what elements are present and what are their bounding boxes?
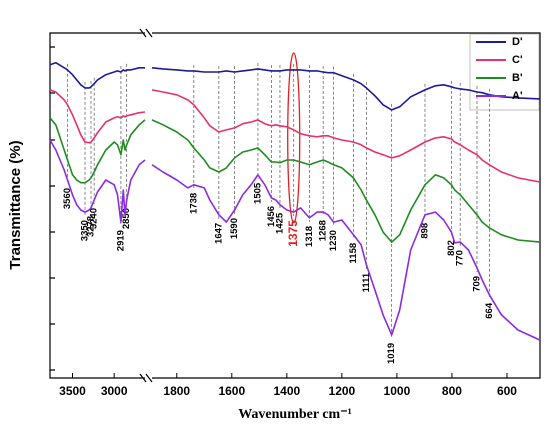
peak-label: 3240	[89, 208, 100, 229]
legend-label: C'	[512, 54, 523, 66]
legend-label: D'	[512, 36, 523, 48]
peak-label: 1738	[188, 193, 199, 214]
peak-label: 1647	[213, 223, 224, 244]
peak-label: 709	[472, 276, 483, 292]
peak-highlight	[287, 52, 301, 224]
spectrum-line	[49, 89, 541, 183]
peak-label: 1375	[286, 220, 300, 247]
peak-label: 802	[446, 240, 457, 256]
peak-label: 1590	[229, 218, 240, 239]
peak-label: 3278	[86, 216, 97, 237]
peak-label: 2919	[115, 230, 126, 251]
legend-label: B'	[512, 72, 523, 84]
x-tick-label: 800	[442, 384, 462, 398]
peak-label: 898	[419, 223, 430, 239]
x-tick-label: 1600	[218, 384, 245, 398]
peak-label: 1505	[252, 182, 263, 204]
legend-label: A'	[512, 90, 523, 102]
spectrum-line	[49, 61, 541, 111]
peak-label: 3350	[80, 220, 91, 241]
peak-label: 1111	[361, 272, 372, 292]
x-tick-label: 1800	[163, 384, 190, 398]
x-tick-label: 3000	[101, 384, 128, 398]
peak-label: 770	[455, 250, 466, 266]
x-tick-label: 1200	[329, 384, 356, 398]
peak-label: 3560	[62, 188, 73, 209]
peak-label: 664	[484, 302, 495, 319]
peak-label: 1268	[318, 220, 329, 241]
x-tick-label: 600	[497, 384, 517, 398]
spectrum-line	[49, 117, 541, 243]
spectrum-line	[49, 139, 541, 341]
x-axis-label: Wavenumber cm⁻¹	[238, 407, 352, 422]
peak-label: 1158	[348, 243, 359, 264]
x-tick-label: 3500	[59, 384, 86, 398]
peak-label: 1230	[328, 230, 339, 251]
x-tick-label: 1400	[273, 384, 300, 398]
peak-label: 1425	[274, 212, 285, 234]
y-axis-label: Transmittance (%)	[7, 140, 24, 269]
peak-label: 1456	[266, 206, 277, 227]
peak-label: 1019	[386, 343, 397, 364]
frame	[49, 28, 541, 383]
peak-label: 2850	[121, 208, 132, 229]
x-tick-label: 1000	[384, 384, 411, 398]
peak-label: 1318	[304, 226, 315, 247]
